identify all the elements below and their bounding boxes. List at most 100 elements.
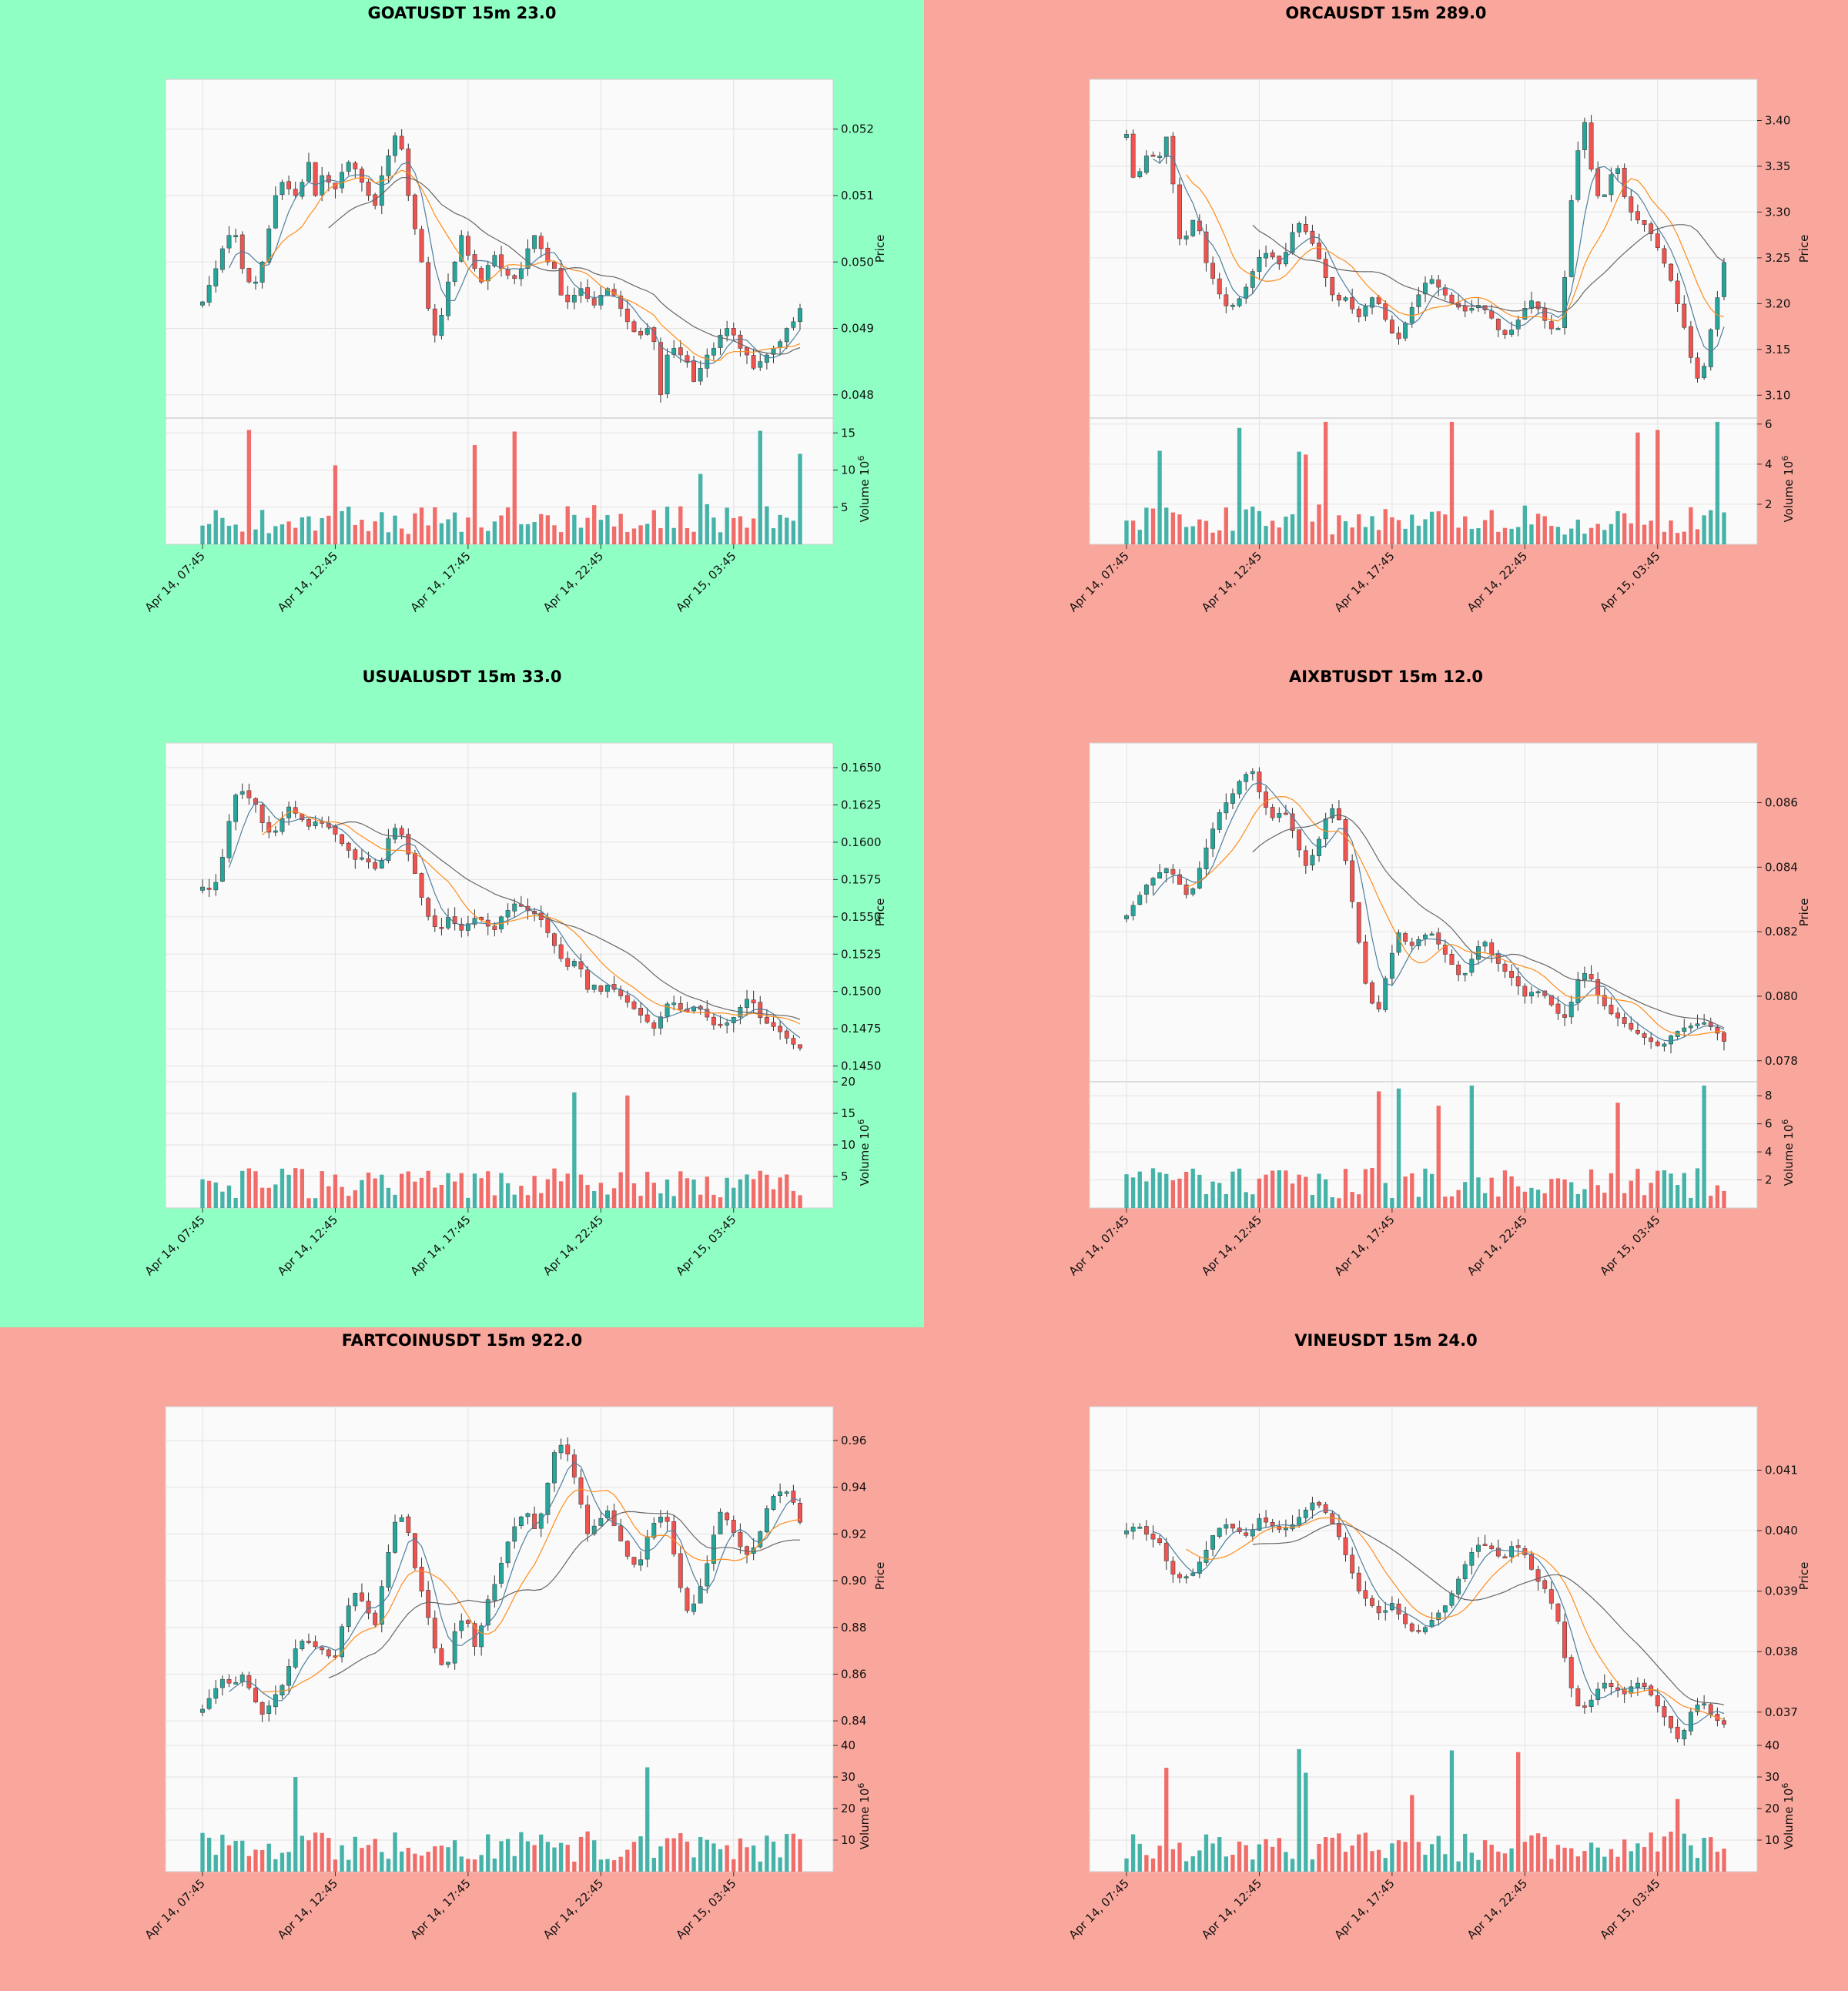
x-tick-label: Apr 15, 03:45 bbox=[673, 1876, 738, 1942]
candle-body bbox=[784, 1030, 789, 1039]
volume-bar bbox=[393, 515, 397, 544]
volume-bar bbox=[1649, 520, 1653, 544]
moving-average-5 bbox=[1153, 154, 1725, 353]
price-tick-label: 0.84 bbox=[841, 1714, 866, 1728]
candle-body bbox=[1143, 1526, 1149, 1535]
candle-body bbox=[711, 348, 716, 356]
volume-bar bbox=[1250, 1859, 1255, 1872]
price-tick-label: 0.1650 bbox=[841, 761, 882, 775]
candle-body bbox=[1270, 252, 1275, 258]
candle-body bbox=[419, 1567, 424, 1591]
candle-body bbox=[266, 1705, 272, 1714]
candle-body bbox=[558, 268, 564, 296]
candle-body bbox=[685, 355, 690, 362]
volume-bar bbox=[246, 1855, 252, 1872]
volume-tick-label: 6 bbox=[1765, 417, 1773, 431]
volume-bar bbox=[1436, 1835, 1441, 1872]
plot-area bbox=[165, 79, 834, 545]
volume-bar bbox=[1370, 1851, 1374, 1872]
volume-tick-label: 5 bbox=[841, 1170, 849, 1183]
price-tick-label: 0.082 bbox=[1765, 925, 1798, 939]
volume-bar bbox=[233, 524, 238, 544]
candle-body bbox=[300, 1641, 305, 1649]
candle-body bbox=[1356, 902, 1361, 943]
volume-tick-label: 2 bbox=[1765, 497, 1773, 511]
candle-body bbox=[1224, 802, 1229, 814]
candle-body bbox=[758, 361, 763, 368]
volume-bar bbox=[1403, 1176, 1408, 1208]
volume-bar bbox=[486, 1171, 490, 1208]
candle-body bbox=[1137, 1527, 1143, 1529]
volume-bar bbox=[1456, 1861, 1461, 1872]
candle-body bbox=[1595, 168, 1601, 196]
volume-bar bbox=[1390, 517, 1394, 544]
price-tick-label: 3.35 bbox=[1765, 159, 1790, 173]
volume-bar bbox=[1496, 531, 1501, 544]
candle-body bbox=[286, 1666, 292, 1686]
candle-body bbox=[1495, 1548, 1501, 1557]
candle-body bbox=[1383, 1610, 1388, 1613]
volume-bar bbox=[360, 520, 364, 544]
volume-bar bbox=[1449, 1750, 1455, 1872]
volume-bar bbox=[545, 515, 551, 544]
candle-body bbox=[379, 175, 384, 206]
volume-bar bbox=[266, 1187, 271, 1208]
volume-bar bbox=[273, 1859, 278, 1872]
volume-bar bbox=[233, 1197, 238, 1208]
volume-bar bbox=[1496, 1851, 1501, 1872]
volume-bar bbox=[1682, 1833, 1686, 1872]
candle-body bbox=[386, 155, 391, 176]
candle-body bbox=[439, 927, 444, 929]
candle-body bbox=[1157, 1538, 1163, 1544]
volume-bar bbox=[220, 517, 225, 544]
volume-bar bbox=[598, 520, 604, 544]
candle-body bbox=[1356, 1572, 1361, 1591]
volume-bar bbox=[732, 517, 736, 544]
candle-body bbox=[219, 857, 225, 882]
volume-bar bbox=[1656, 430, 1660, 544]
volume-bar bbox=[346, 507, 351, 544]
candle-body bbox=[1702, 366, 1707, 378]
volume-bar bbox=[426, 525, 430, 544]
candle-body bbox=[306, 819, 311, 827]
volume-bar bbox=[206, 524, 212, 544]
volume-bar bbox=[1363, 527, 1368, 544]
volume-bar bbox=[1337, 1198, 1341, 1208]
candle-body bbox=[651, 1022, 657, 1029]
volume-tick-label: 20 bbox=[841, 1802, 855, 1815]
price-tick-label: 0.1450 bbox=[841, 1059, 882, 1073]
volume-bar bbox=[399, 528, 404, 544]
candle-body bbox=[1204, 231, 1209, 263]
volume-bar bbox=[439, 1185, 444, 1208]
volume-bar bbox=[1357, 514, 1361, 544]
volume-bar bbox=[1416, 1196, 1421, 1208]
candle-body bbox=[432, 1618, 437, 1648]
candle-body bbox=[718, 334, 723, 348]
candle-body bbox=[771, 1022, 776, 1027]
candle-body bbox=[764, 1017, 769, 1024]
volume-bar bbox=[1264, 526, 1268, 544]
candle-body bbox=[552, 262, 557, 269]
candle-body bbox=[1462, 972, 1468, 975]
volume-bar bbox=[1622, 513, 1627, 544]
candle-body bbox=[346, 1605, 351, 1627]
candle-body bbox=[1190, 219, 1196, 236]
x-tick-label: Apr 14, 22:45 bbox=[1465, 549, 1530, 614]
volume-bar bbox=[326, 515, 331, 544]
candle-body bbox=[678, 1553, 683, 1588]
volume-bar bbox=[492, 521, 497, 544]
candle-body bbox=[1197, 1561, 1202, 1574]
candle-body bbox=[532, 235, 537, 249]
volume-bar bbox=[1602, 1193, 1607, 1208]
volume-bar bbox=[1542, 1836, 1547, 1872]
candle-body bbox=[219, 1678, 225, 1688]
candle-body bbox=[1150, 154, 1156, 157]
plot-area bbox=[1089, 742, 1758, 1209]
volume-bar bbox=[725, 1177, 729, 1208]
volume-bar bbox=[1589, 527, 1594, 544]
volume-bar bbox=[778, 514, 782, 544]
volume-bar bbox=[246, 1168, 252, 1208]
price-tick-label: 0.86 bbox=[841, 1667, 866, 1681]
volume-bar bbox=[1456, 527, 1461, 544]
volume-bar bbox=[1383, 1858, 1388, 1872]
